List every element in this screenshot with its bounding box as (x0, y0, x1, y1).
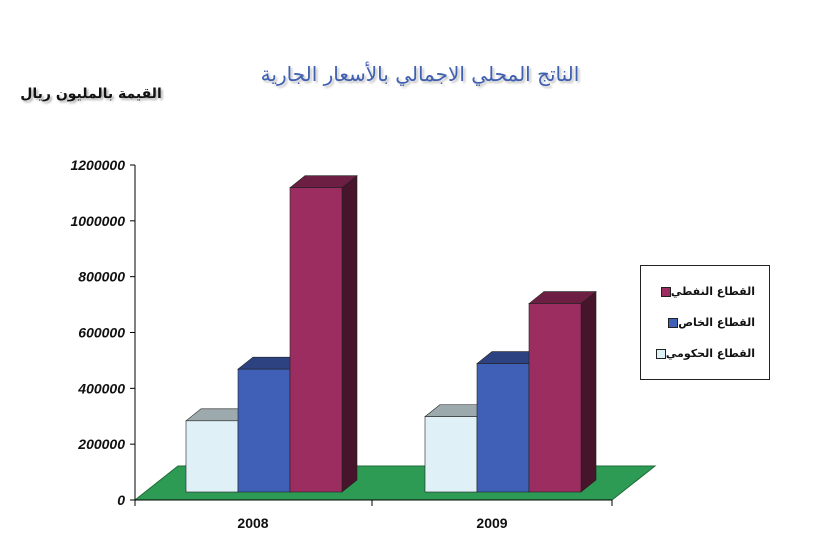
y-tick-label: 800000 (78, 269, 125, 285)
bar-front (289, 187, 343, 493)
bar (476, 350, 545, 493)
legend-entry: القطاع الحكومي (649, 338, 761, 369)
x-tick-label: 2009 (476, 515, 507, 531)
y-tick-label: 200000 (77, 436, 125, 452)
legend-label: القطاع الخاص (678, 316, 755, 329)
bar-front (528, 303, 582, 493)
y-tick-label: 400000 (77, 380, 125, 396)
legend: القطاع النفطي القطاع الخاص القطاع الحكومي (640, 265, 770, 380)
y-tick-label: 600000 (78, 325, 125, 341)
legend-swatch (655, 348, 666, 359)
legend-swatch (660, 286, 671, 297)
y-tick-label: 1200000 (70, 157, 125, 173)
bar-front (237, 368, 291, 493)
chart-title: الناتج المحلي الاجمالي بالأسعار الجارية (260, 62, 580, 86)
bar (528, 290, 597, 493)
bar-side (580, 290, 597, 493)
legend-label: القطاع النفطي (670, 285, 755, 298)
bars (185, 175, 597, 493)
y-axis-label: القيمة بالمليون ريال (20, 86, 162, 102)
bar-side (341, 175, 358, 493)
bar-front (424, 416, 478, 493)
y-tick-label: 1000000 (70, 213, 125, 229)
legend-entry: القطاع الخاص (649, 307, 761, 338)
y-tick-label: 0 (117, 492, 125, 508)
bar (289, 175, 358, 493)
x-tick-label: 2008 (237, 515, 268, 531)
bar-front (185, 420, 239, 493)
x-tick-labels: 2008 2009 (134, 500, 613, 531)
y-ticks: 0 200000 400000 600000 800000 1000000 1200000 (70, 157, 135, 508)
legend-label: القطاع الحكومي (665, 347, 755, 360)
legend-entry: القطاع النفطي (649, 276, 761, 307)
bar-front (476, 363, 530, 493)
legend-swatch (668, 317, 679, 328)
